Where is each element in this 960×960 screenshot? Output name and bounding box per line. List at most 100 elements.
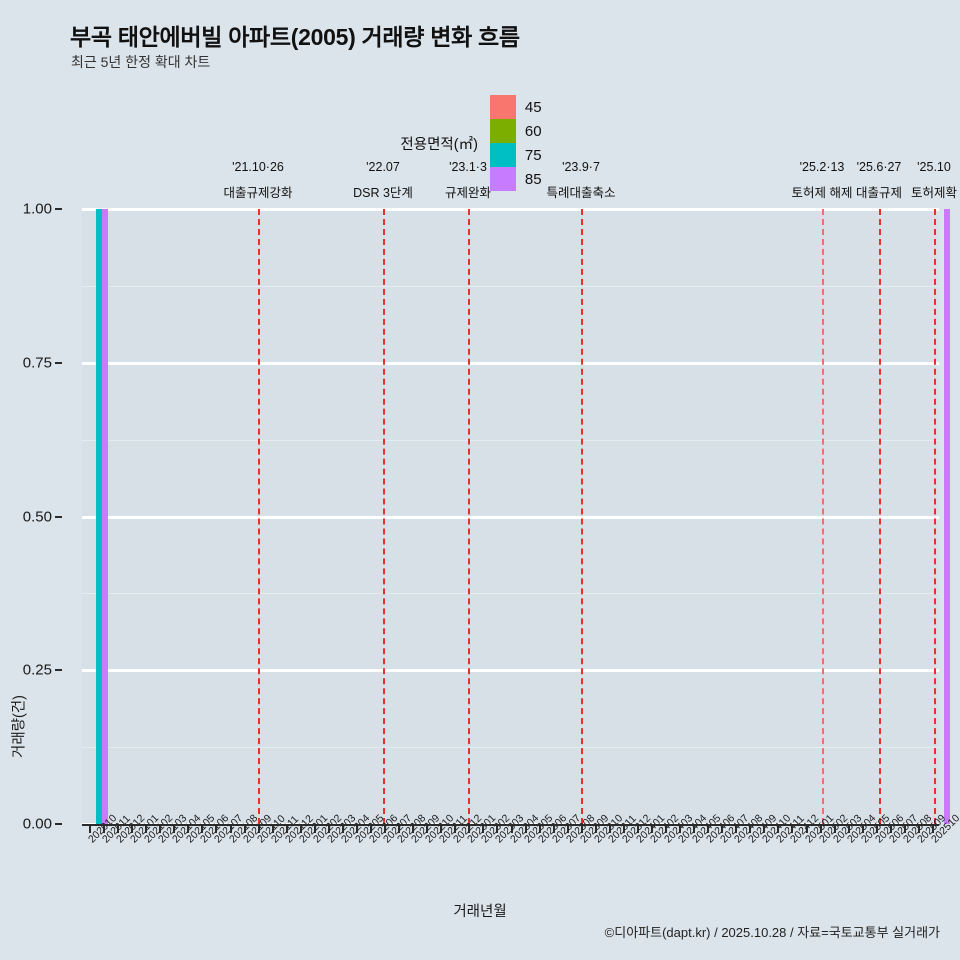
x-tick-mark [650, 824, 653, 833]
legend-item-60[interactable]: 60 [489, 119, 556, 143]
x-tick-mark [173, 824, 176, 833]
plot-panel [82, 208, 951, 826]
bar-85-202010[interactable] [101, 209, 108, 824]
x-tick-mark [861, 824, 864, 833]
legend-label-45: 45 [524, 98, 542, 116]
x-tick-mark [313, 824, 316, 833]
y-tick-mark [55, 515, 62, 518]
x-tick-mark [552, 824, 555, 833]
x-axis: 2020102020112020122021012021022021032021… [82, 812, 960, 914]
annotation-line-2 [468, 209, 470, 824]
annotation-name-1: DSR 3단계 [353, 186, 413, 200]
legend: 전용면적(㎡) 45 60 75 85 [0, 95, 960, 191]
annotation-date-1: '22.07 [366, 160, 400, 174]
x-tick-mark [594, 824, 597, 833]
annotation-line-1 [383, 209, 385, 824]
annotation-name-6: 토허제확 [910, 186, 958, 200]
x-tick-mark [299, 824, 302, 833]
gridline-minor [82, 593, 939, 595]
y-tick-label: 1.00 [22, 200, 52, 218]
y-tick-mark [55, 823, 62, 825]
x-tick-mark [693, 824, 696, 833]
annotation-name-0: 대출규제강화 [223, 186, 293, 200]
annotation-name-5: 대출규제 [855, 186, 903, 200]
x-tick-mark [327, 824, 330, 833]
annotation-line-5 [879, 209, 881, 824]
gridline-major [82, 361, 939, 365]
x-tick-mark [398, 824, 401, 833]
x-tick-mark [665, 824, 668, 833]
x-tick-mark [875, 824, 878, 833]
legend-items: 45 60 75 85 [489, 95, 560, 191]
x-tick-mark [749, 824, 752, 833]
y-tick-mark [55, 669, 62, 672]
x-tick-mark [622, 824, 625, 833]
bar-75-202010[interactable] [95, 209, 102, 824]
x-tick-mark [931, 824, 934, 833]
x-axis-line [82, 824, 939, 826]
x-tick-mark [566, 824, 569, 833]
gridline-major [82, 515, 939, 519]
legend-item-45[interactable]: 45 [489, 95, 556, 119]
annotation-name-3: 특례대출축소 [546, 186, 616, 200]
annotation-date-3: '23.9·7 [562, 160, 600, 174]
x-tick-mark [777, 824, 780, 833]
chart-subtitle: 최근 5년 한정 확대 차트 [71, 54, 211, 70]
gridline-minor [82, 747, 939, 749]
x-tick-mark [721, 824, 724, 833]
bar-85-202510[interactable] [944, 209, 951, 824]
legend-label-75: 75 [524, 146, 542, 164]
y-tick-label: 0.25 [22, 661, 52, 679]
annotation-line-4 [822, 209, 824, 824]
y-tick-label: 0.00 [22, 815, 52, 833]
y-tick-mark [55, 208, 62, 210]
x-tick-mark [482, 824, 485, 833]
x-tick-mark [412, 824, 415, 833]
x-tick-mark [454, 824, 457, 833]
x-tick-mark [384, 824, 387, 833]
x-tick-mark [355, 824, 358, 833]
x-axis-title: 거래년월 [453, 904, 507, 920]
x-tick-mark [215, 824, 218, 833]
gridline-minor [82, 439, 939, 441]
x-tick-mark [735, 824, 738, 833]
x-tick-mark [103, 824, 106, 833]
annotation-date-6: '25.10 [917, 160, 951, 174]
x-tick-mark [243, 824, 246, 833]
x-tick-mark [917, 824, 920, 833]
x-tick-mark [271, 824, 274, 833]
y-tick-label: 0.50 [22, 508, 52, 525]
y-tick-mark [55, 361, 62, 364]
gridline-minor [82, 285, 939, 287]
x-tick-mark [524, 824, 527, 833]
annotation-date-4: '25.2·13 [799, 160, 845, 174]
annotation-date-2: '23.1·3 [449, 160, 487, 174]
legend-item-85[interactable]: 85 [489, 167, 556, 191]
x-tick-mark [187, 824, 190, 833]
x-tick-mark [580, 824, 583, 833]
page-title: 부곡 태안에버빌 아파트(2005) 거래량 변화 흐름 [70, 24, 520, 50]
x-tick-mark [285, 824, 288, 833]
annotation-line-6 [934, 209, 936, 824]
x-tick-mark [201, 824, 204, 833]
annotation-line-3 [581, 209, 583, 824]
x-tick-mark [847, 824, 850, 833]
legend-label-85: 85 [524, 170, 542, 188]
x-tick-mark [370, 824, 372, 833]
legend-swatch-45 [489, 95, 516, 119]
y-axis: 거래량(건) 0.00 0.25 0.50 0.75 1.00 [0, 201, 82, 833]
x-tick-mark [833, 824, 836, 833]
x-tick-mark [440, 824, 443, 833]
chart-caption: ©디아파트(dapt.kr) / 2025.10.28 / 자료=국토교통부 실… [604, 925, 940, 940]
legend-item-75[interactable]: 75 [489, 143, 556, 167]
x-tick-mark [89, 824, 92, 833]
x-tick-mark [889, 824, 892, 833]
x-tick-mark [538, 824, 541, 833]
x-tick-mark [510, 824, 513, 833]
legend-swatch-75 [489, 143, 516, 167]
x-tick-mark [229, 824, 232, 833]
x-tick-mark [679, 824, 682, 833]
x-tick-mark [636, 824, 639, 833]
x-tick-mark [819, 824, 822, 833]
